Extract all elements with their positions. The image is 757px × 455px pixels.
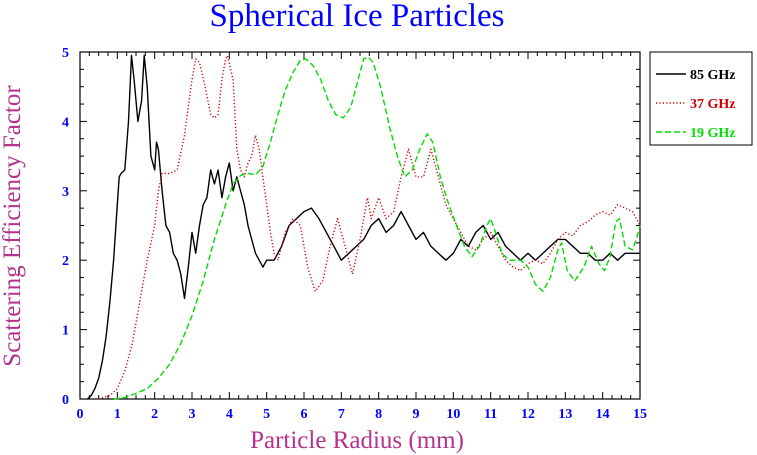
x-tick-label: 15 [633,407,647,422]
x-tick-label: 6 [301,407,308,422]
legend: 85 GHz 37 GHz 19 GHz [649,51,753,146]
y-tick-label: 4 [62,115,69,130]
series-line-85-ghz [87,54,640,400]
x-tick-label: 0 [77,407,84,422]
x-tick-label: 4 [226,407,233,422]
x-axis-label: Particle Radius (mm) [250,427,464,454]
series-line-37-ghz [98,54,641,400]
x-tick-label: 2 [151,407,158,422]
chart-title: Spherical Ice Particles [209,0,504,34]
x-tick-label: 12 [521,407,535,422]
plot-frame [79,51,641,400]
axis-ticks [79,51,641,400]
x-tick-label: 9 [413,407,420,422]
x-tick-label: 8 [375,407,382,422]
series-line-19-ghz [113,56,641,400]
x-tick-label: 13 [558,407,572,422]
legend-label: 85 GHz [690,68,736,83]
y-tick-label: 3 [62,185,69,200]
legend-label: 37 GHz [690,97,736,112]
y-tick-label: 2 [62,254,69,269]
x-tick-label: 5 [263,407,270,422]
series-lines [87,54,641,400]
y-tick-label: 5 [62,46,69,61]
x-tick-label: 11 [484,407,497,422]
y-axis-label: Scattering Efficiency Factor [0,85,26,367]
y-tick-label: 0 [62,393,69,408]
y-tick-label: 1 [62,324,69,339]
x-tick-label: 10 [446,407,460,422]
legend-label: 19 GHz [690,126,736,141]
legend-box [649,51,753,146]
x-tick-label: 7 [338,407,345,422]
x-tick-label: 14 [596,407,610,422]
x-tick-label: 3 [189,407,196,422]
x-tick-label: 1 [114,407,121,422]
